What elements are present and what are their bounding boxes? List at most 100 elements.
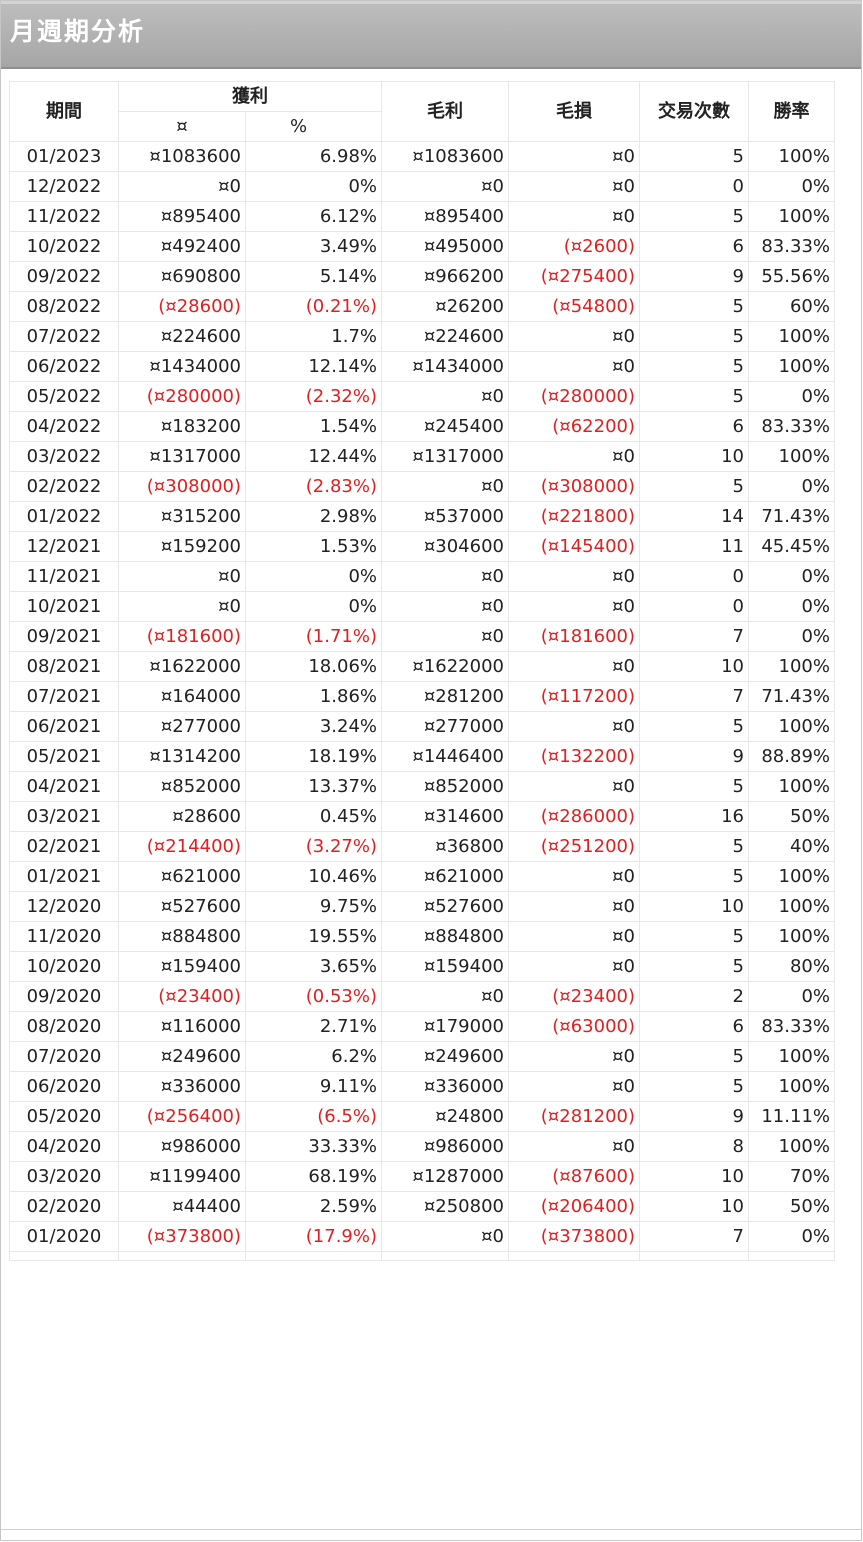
table-row[interactable]: 02/2022 (¤308000) (2.83%) ¤0 (¤308000) 5 0% (9, 471, 835, 502)
cell-period: 11/2020 (9, 921, 119, 952)
cell-period: 12/2020 (9, 891, 119, 922)
cell-trades: 10 (639, 1161, 749, 1192)
cell-trades: 9 (639, 261, 749, 292)
header-period[interactable]: 期間 (9, 81, 119, 142)
cell-trades: 9 (639, 1101, 749, 1132)
table-row[interactable]: 02/2020 ¤44400 2.59% ¤250800 (¤206400) 10 50% (9, 1191, 835, 1222)
table-row[interactable]: 07/2021 ¤164000 1.86% ¤281200 (¤117200) 7 71.4… (9, 681, 835, 712)
table-row[interactable]: 11/2022 ¤895400 6.12% ¤895400 ¤0 5 100% (9, 201, 835, 232)
cell-gross-profit: ¤277000 (381, 711, 509, 742)
cell-gross-profit: ¤159400 (381, 951, 509, 982)
panel-title: 月週期分析 (10, 17, 146, 46)
cell-win-rate: 100% (748, 651, 835, 682)
cell-gross-profit: ¤26200 (381, 291, 509, 322)
cell-profit-percent: 10.46% (245, 861, 382, 892)
cell-profit-amount: (¤308000) (118, 471, 246, 502)
table-row[interactable]: 06/2020 ¤336000 9.11% ¤336000 ¤0 5 100% (9, 1071, 835, 1102)
table-row[interactable]: 01/2023 ¤1083600 6.98% ¤1083600 ¤0 5 100% (9, 141, 835, 172)
table-row[interactable]: 07/2022 ¤224600 1.7% ¤224600 ¤0 5 100% (9, 321, 835, 352)
table-row[interactable]: 08/2021 ¤1622000 18.06% ¤1622000 ¤0 10 100% (9, 651, 835, 682)
table-row[interactable]: 11/2020 ¤884800 19.55% ¤884800 ¤0 5 100% (9, 921, 835, 952)
table-row[interactable]: 01/2022 ¤315200 2.98% ¤537000 (¤221800) 14 71.… (9, 501, 835, 532)
table-row[interactable]: 05/2022 (¤280000) (2.32%) ¤0 (¤280000) 5 0% (9, 381, 835, 412)
cell-profit-amount: ¤224600 (118, 321, 246, 352)
cell-gross-loss: ¤0 (508, 201, 640, 232)
cell-win-rate: 100% (748, 891, 835, 922)
cell-trades: 0 (639, 591, 749, 622)
cell-win-rate: 50% (748, 801, 835, 832)
cell-period: 09/2021 (9, 621, 119, 652)
cell-win-rate: 0% (748, 381, 835, 412)
table-row[interactable]: 09/2021 (¤181600) (1.71%) ¤0 (¤181600) 7 0% (9, 621, 835, 652)
table-row[interactable]: 08/2020 ¤116000 2.71% ¤179000 (¤63000) 6 83.33… (9, 1011, 835, 1042)
cell-profit-percent: 2.71% (245, 1011, 382, 1042)
cell-profit-amount: ¤183200 (118, 411, 246, 442)
table-row[interactable]: 11/2021 ¤0 0% ¤0 ¤0 0 0% (9, 561, 835, 592)
cell-gross-loss: ¤0 (508, 891, 640, 922)
cell-trades: 6 (639, 231, 749, 262)
cell-gross-profit: ¤621000 (381, 861, 509, 892)
cell-trades: 10 (639, 1191, 749, 1222)
table-row[interactable]: 07/2020 ¤249600 6.2% ¤249600 ¤0 5 100% (9, 1041, 835, 1072)
cell-profit-amount: (¤280000) (118, 381, 246, 412)
cell-win-rate: 100% (748, 201, 835, 232)
cell-profit-percent: 68.19% (245, 1161, 382, 1192)
header-profit-amount[interactable]: ¤ (118, 111, 246, 142)
header-gross-profit[interactable]: 毛利 (381, 81, 509, 142)
cell-profit-percent: 6.98% (245, 141, 382, 172)
header-trades[interactable]: 交易次數 (639, 81, 749, 142)
cell-profit-percent: 3.24% (245, 711, 382, 742)
cell-profit-amount: ¤0 (118, 561, 246, 592)
cell-profit-percent: 1.54% (245, 411, 382, 442)
cell-period: 06/2021 (9, 711, 119, 742)
table-row[interactable]: 09/2022 ¤690800 5.14% ¤966200 (¤275400) 9 55.5… (9, 261, 835, 292)
cell-profit-percent: (6.5%) (245, 1101, 382, 1132)
cell-gross-profit: ¤336000 (381, 1071, 509, 1102)
table-row[interactable]: 09/2020 (¤23400) (0.53%) ¤0 (¤23400) 2 0% (9, 981, 835, 1012)
header-gross-loss[interactable]: 毛損 (508, 81, 640, 142)
header-profit-percent[interactable]: % (245, 111, 382, 142)
table-row[interactable]: 08/2022 (¤28600) (0.21%) ¤26200 (¤54800) 5 60% (9, 291, 835, 322)
table-row[interactable]: 04/2022 ¤183200 1.54% ¤245400 (¤62200) 6 83.33… (9, 411, 835, 442)
cell-win-rate: 80% (748, 951, 835, 982)
cell-win-rate: 0% (748, 171, 835, 202)
table-row[interactable]: 03/2020 ¤1199400 68.19% ¤1287000 (¤87600) 10 7… (9, 1161, 835, 1192)
panel-title-bar: 月週期分析 (1, 1, 861, 69)
spacer-cell (508, 1251, 640, 1261)
table-row[interactable]: 12/2022 ¤0 0% ¤0 ¤0 0 0% (9, 171, 835, 202)
table-row[interactable]: 01/2020 (¤373800) (17.9%) ¤0 (¤373800) 7 0% (9, 1221, 835, 1252)
table-row[interactable]: 10/2021 ¤0 0% ¤0 ¤0 0 0% (9, 591, 835, 622)
table-row[interactable]: 06/2021 ¤277000 3.24% ¤277000 ¤0 5 100% (9, 711, 835, 742)
cell-gross-profit: ¤0 (381, 471, 509, 502)
panel-bottom-divider (1, 1529, 861, 1530)
cell-period: 11/2021 (9, 561, 119, 592)
cell-profit-percent: 1.7% (245, 321, 382, 352)
cell-gross-loss: (¤221800) (508, 501, 640, 532)
table-row[interactable]: 12/2021 ¤159200 1.53% ¤304600 (¤145400) 11 45.… (9, 531, 835, 562)
table-row[interactable]: 02/2021 (¤214400) (3.27%) ¤36800 (¤251200) 5 4… (9, 831, 835, 862)
table-row[interactable]: 10/2022 ¤492400 3.49% ¤495000 (¤2600) 6 83.33% (9, 231, 835, 262)
header-win-rate[interactable]: 勝率 (748, 81, 835, 142)
cell-gross-profit: ¤249600 (381, 1041, 509, 1072)
cell-gross-loss: ¤0 (508, 441, 640, 472)
table-row[interactable]: 05/2020 (¤256400) (6.5%) ¤24800 (¤281200) 9 11… (9, 1101, 835, 1132)
cell-profit-percent: 0% (245, 591, 382, 622)
cell-win-rate: 70% (748, 1161, 835, 1192)
cell-gross-profit: ¤0 (381, 561, 509, 592)
table-row[interactable]: 04/2021 ¤852000 13.37% ¤852000 ¤0 5 100% (9, 771, 835, 802)
cell-gross-profit: ¤304600 (381, 531, 509, 562)
cell-profit-percent: 2.98% (245, 501, 382, 532)
cell-gross-profit: ¤36800 (381, 831, 509, 862)
cell-gross-profit: ¤966200 (381, 261, 509, 292)
table-row[interactable]: 05/2021 ¤1314200 18.19% ¤1446400 (¤132200) 9 8… (9, 741, 835, 772)
table-row[interactable]: 01/2021 ¤621000 10.46% ¤621000 ¤0 5 100% (9, 861, 835, 892)
cell-gross-profit: ¤0 (381, 981, 509, 1012)
cell-gross-profit: ¤495000 (381, 231, 509, 262)
table-row[interactable]: 03/2021 ¤28600 0.45% ¤314600 (¤286000) 16 50% (9, 801, 835, 832)
table-row[interactable]: 03/2022 ¤1317000 12.44% ¤1317000 ¤0 10 100% (9, 441, 835, 472)
cell-gross-profit: ¤1446400 (381, 741, 509, 772)
table-row[interactable]: 04/2020 ¤986000 33.33% ¤986000 ¤0 8 100% (9, 1131, 835, 1162)
table-row[interactable]: 12/2020 ¤527600 9.75% ¤527600 ¤0 10 100% (9, 891, 835, 922)
table-row[interactable]: 06/2022 ¤1434000 12.14% ¤1434000 ¤0 5 100% (9, 351, 835, 382)
table-row[interactable]: 10/2020 ¤159400 3.65% ¤159400 ¤0 5 80% (9, 951, 835, 982)
